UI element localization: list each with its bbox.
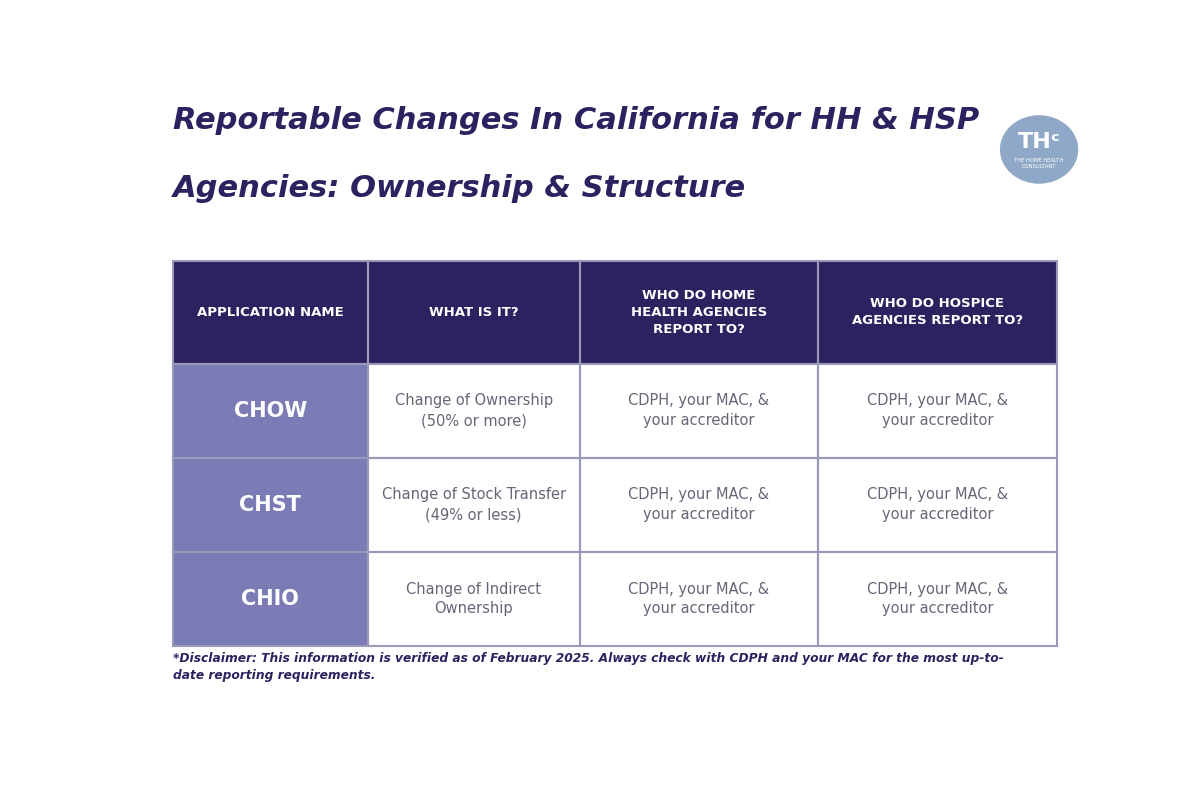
Text: CDPH, your MAC, &
your accreditor: CDPH, your MAC, & your accreditor (866, 581, 1008, 617)
Bar (580, 458, 818, 552)
Text: *Disclaimer: This information is verified as of February 2025. Always check with: *Disclaimer: This information is verifie… (173, 652, 1004, 682)
Text: CDPH, your MAC, &
your accreditor: CDPH, your MAC, & your accreditor (629, 393, 769, 428)
Text: CDPH, your MAC, &
your accreditor: CDPH, your MAC, & your accreditor (629, 488, 769, 522)
Ellipse shape (998, 114, 1080, 185)
Text: Change of Stock Transfer
(49% or less): Change of Stock Transfer (49% or less) (382, 488, 565, 522)
Text: Reportable Changes In California for HH & HSP: Reportable Changes In California for HH … (173, 106, 979, 135)
Bar (367, 458, 580, 552)
Text: CHST: CHST (240, 495, 301, 515)
Bar (818, 261, 1057, 364)
Bar (580, 364, 818, 458)
Bar (367, 261, 580, 364)
Text: CDPH, your MAC, &
your accreditor: CDPH, your MAC, & your accreditor (629, 581, 769, 617)
Text: Change of Ownership
(50% or more): Change of Ownership (50% or more) (395, 393, 553, 428)
Bar (818, 458, 1057, 552)
Bar (173, 261, 367, 364)
Text: CDPH, your MAC, &
your accreditor: CDPH, your MAC, & your accreditor (866, 393, 1008, 428)
Text: CHOW: CHOW (234, 401, 307, 421)
Bar (173, 364, 367, 458)
Bar (580, 552, 818, 646)
Text: WHO DO HOME
HEALTH AGENCIES
REPORT TO?: WHO DO HOME HEALTH AGENCIES REPORT TO? (631, 289, 767, 336)
Text: Agencies: Ownership & Structure: Agencies: Ownership & Structure (173, 174, 746, 203)
Text: THE HOME HEALTH
CONSULTANT: THE HOME HEALTH CONSULTANT (1014, 157, 1063, 168)
Text: THᶜ: THᶜ (1018, 132, 1061, 152)
Text: CHIO: CHIO (241, 589, 299, 609)
Text: WHO DO HOSPICE
AGENCIES REPORT TO?: WHO DO HOSPICE AGENCIES REPORT TO? (852, 297, 1024, 327)
Bar (818, 552, 1057, 646)
Bar (173, 552, 367, 646)
Text: Change of Indirect
Ownership: Change of Indirect Ownership (406, 581, 541, 617)
Bar (173, 458, 367, 552)
Text: APPLICATION NAME: APPLICATION NAME (197, 306, 344, 319)
Text: WHAT IS IT?: WHAT IS IT? (428, 306, 518, 319)
Bar (367, 364, 580, 458)
Bar (818, 364, 1057, 458)
Bar (580, 261, 818, 364)
Text: CDPH, your MAC, &
your accreditor: CDPH, your MAC, & your accreditor (866, 488, 1008, 522)
Bar (367, 552, 580, 646)
